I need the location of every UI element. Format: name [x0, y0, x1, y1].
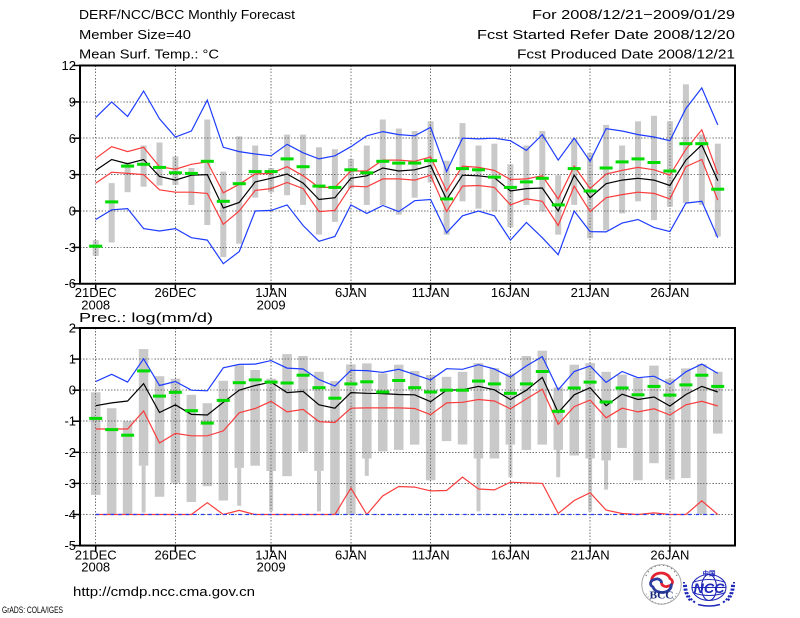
svg-text:16JAN: 16JAN [491, 285, 530, 300]
svg-text:2009: 2009 [257, 560, 286, 575]
svg-text:1: 1 [69, 352, 76, 367]
svg-text:0: 0 [69, 383, 76, 398]
svg-text:-5: -5 [64, 538, 76, 553]
svg-text:11JAN: 11JAN [412, 285, 450, 300]
svg-text:11JAN: 11JAN [412, 548, 450, 563]
svg-text:中国: 中国 [703, 569, 717, 578]
svg-text:6JAN: 6JAN [335, 285, 367, 300]
svg-text:21JAN: 21JAN [571, 285, 610, 300]
svg-text:Member Size=40: Member Size=40 [79, 27, 191, 42]
svg-text:1JAN: 1JAN [255, 548, 287, 563]
svg-text:Fcst Produced Date 2008/12/21: Fcst Produced Date 2008/12/21 [517, 47, 735, 62]
svg-text:6JAN: 6JAN [335, 548, 367, 563]
svg-text:21DEC: 21DEC [75, 548, 117, 563]
svg-text:26JAN: 26JAN [650, 548, 689, 563]
svg-text:-2: -2 [64, 445, 76, 460]
svg-text:21JAN: 21JAN [571, 548, 610, 563]
svg-text:GrADS: COLA/IGES: GrADS: COLA/IGES [2, 605, 63, 615]
svg-text:-4: -4 [64, 507, 76, 522]
svg-text:BCC: BCC [650, 591, 674, 602]
svg-text:For 2008/12/21−2009/01/29: For 2008/12/21−2009/01/29 [532, 7, 735, 22]
svg-text:-3: -3 [64, 240, 76, 255]
svg-text:Prec.: log(mm/d): Prec.: log(mm/d) [79, 310, 213, 325]
svg-text:2008: 2008 [81, 560, 110, 575]
svg-text:3: 3 [69, 167, 76, 182]
svg-text:http://cmdp.ncc.cma.gov.cn: http://cmdp.ncc.cma.gov.cn [73, 584, 255, 599]
svg-text:-1: -1 [64, 414, 76, 429]
svg-text:26JAN: 26JAN [650, 285, 689, 300]
svg-text:9: 9 [69, 94, 76, 109]
svg-text:NCC: NCC [694, 581, 725, 596]
svg-text:Fcst Started Refer Date 2008/1: Fcst Started Refer Date 2008/12/20 [477, 27, 735, 42]
svg-text:DERF/NCC/BCC Monthly Forecast: DERF/NCC/BCC Monthly Forecast [79, 7, 295, 22]
svg-text:2008: 2008 [81, 298, 110, 313]
svg-text:-3: -3 [64, 476, 76, 491]
svg-text:12: 12 [62, 58, 76, 73]
svg-text:0: 0 [69, 204, 76, 219]
svg-text:26DEC: 26DEC [154, 548, 196, 563]
svg-text:1JAN: 1JAN [255, 285, 287, 300]
svg-text:-6: -6 [64, 276, 76, 291]
svg-text:2: 2 [69, 321, 76, 336]
svg-text:16JAN: 16JAN [491, 548, 530, 563]
svg-text:26DEC: 26DEC [154, 285, 196, 300]
svg-text:2009: 2009 [257, 298, 286, 313]
svg-text:Mean Surf. Temp.: °C: Mean Surf. Temp.: °C [79, 47, 219, 62]
svg-text:6: 6 [69, 131, 76, 146]
svg-text:21DEC: 21DEC [75, 285, 117, 300]
